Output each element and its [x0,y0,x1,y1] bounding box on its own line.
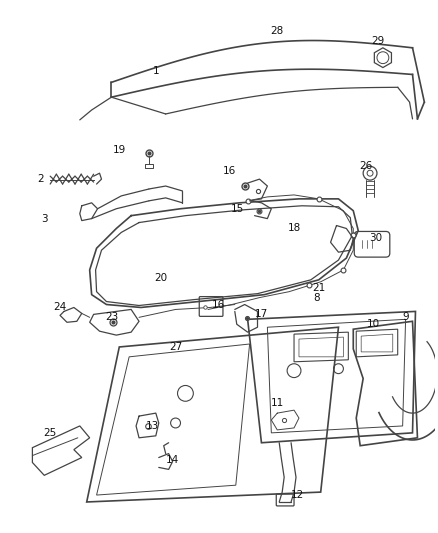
Text: 19: 19 [113,144,126,155]
Text: 20: 20 [154,273,167,283]
Text: 30: 30 [369,233,382,244]
Text: 15: 15 [231,204,244,214]
Text: 11: 11 [271,398,284,408]
Text: 21: 21 [312,282,325,293]
Text: 10: 10 [367,319,380,329]
Text: 25: 25 [43,428,57,438]
Text: 13: 13 [146,421,159,431]
Text: 29: 29 [371,36,385,46]
Text: 23: 23 [105,312,118,322]
Text: 12: 12 [290,490,304,500]
Text: 1: 1 [152,66,159,76]
Text: 24: 24 [53,302,67,312]
Text: 17: 17 [255,309,268,319]
Text: 16: 16 [223,166,237,176]
Text: 9: 9 [402,312,409,322]
Text: 27: 27 [169,342,182,352]
Text: 14: 14 [166,455,179,465]
Text: 18: 18 [287,223,300,233]
Text: 3: 3 [41,214,48,224]
Text: 28: 28 [271,26,284,36]
Text: 8: 8 [314,293,320,303]
Text: 16: 16 [212,300,225,310]
Text: 26: 26 [360,161,373,171]
Text: 2: 2 [37,174,44,184]
